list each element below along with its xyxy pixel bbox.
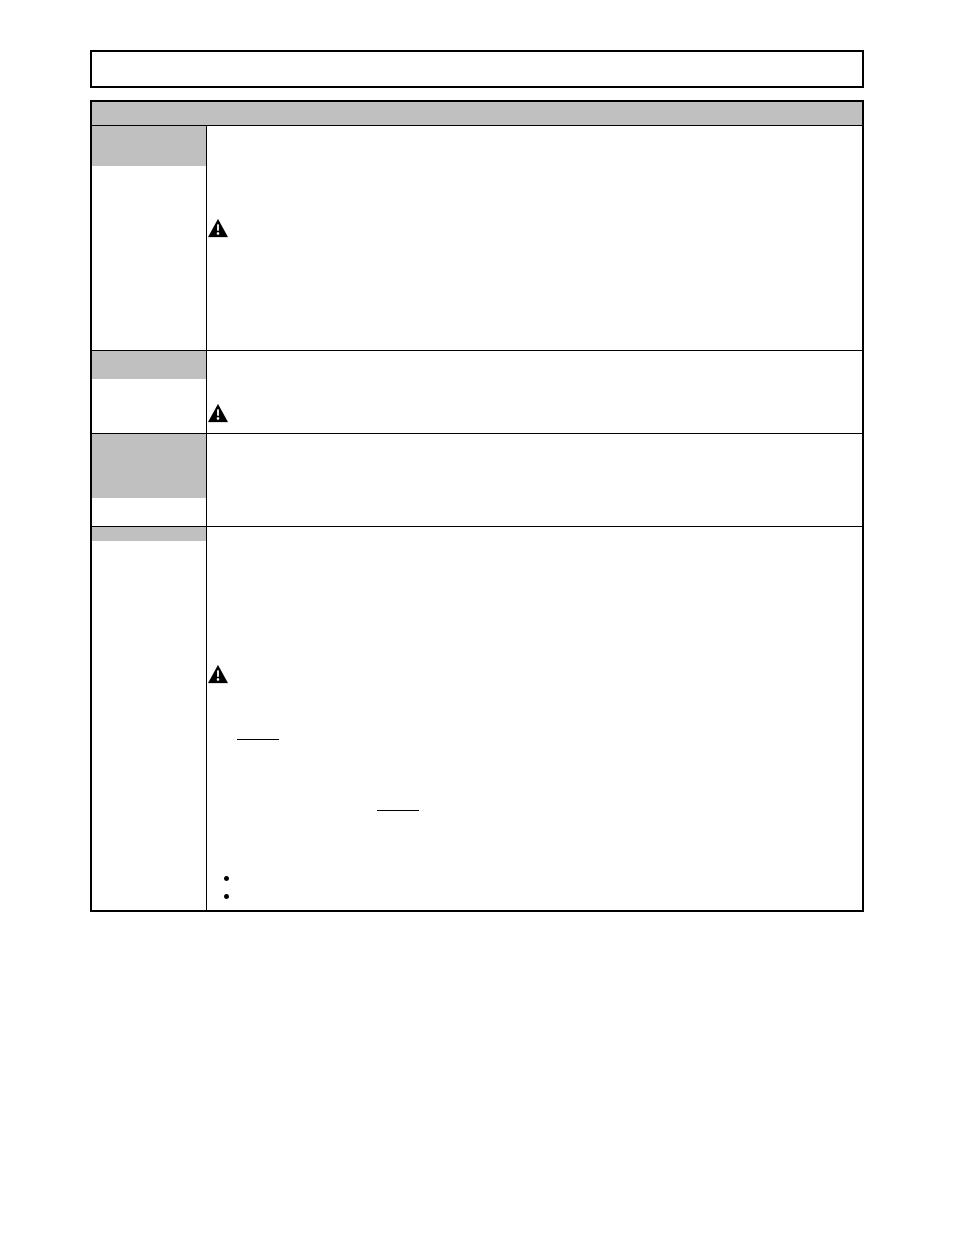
table-row xyxy=(91,350,863,433)
label-shade xyxy=(92,351,206,379)
list-item xyxy=(241,886,863,904)
row-body-cell xyxy=(206,350,863,433)
warning-block xyxy=(207,401,863,423)
table-row xyxy=(91,125,863,350)
warning-block xyxy=(207,662,863,684)
row-body-cell xyxy=(206,526,863,911)
label-shade xyxy=(92,434,206,498)
row-body-cell xyxy=(206,433,863,526)
table-row xyxy=(91,526,863,911)
row-label-cell xyxy=(91,125,206,350)
table-row xyxy=(91,433,863,526)
row-label-cell xyxy=(91,433,206,526)
underline-stub xyxy=(377,801,419,811)
page-header-box xyxy=(90,50,864,88)
row-label-cell xyxy=(91,350,206,433)
warning-block xyxy=(207,216,863,238)
label-shade xyxy=(92,126,206,166)
content-table xyxy=(90,100,864,912)
underline-stub xyxy=(237,730,279,740)
warning-icon xyxy=(207,403,229,423)
warning-icon xyxy=(207,218,229,238)
list-item xyxy=(241,868,863,886)
row-label-cell xyxy=(91,526,206,911)
table-section-header xyxy=(91,101,863,125)
bullet-list xyxy=(241,868,863,904)
row-body-cell xyxy=(206,125,863,350)
warning-icon xyxy=(207,664,229,684)
label-shade xyxy=(92,527,206,541)
